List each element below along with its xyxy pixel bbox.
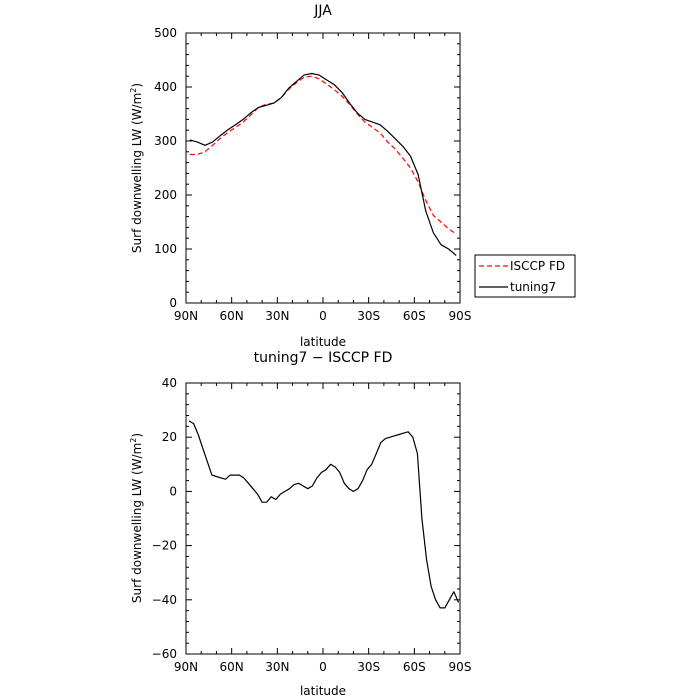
- top-ytick-label: 400: [154, 80, 177, 94]
- bottom-xtick-label: 90N: [174, 660, 198, 674]
- legend-label-tuning7: tuning7: [510, 280, 556, 294]
- top-xtick-label: 30S: [357, 309, 380, 323]
- bottom-xtick-label: 30N: [265, 660, 289, 674]
- bottom-series-lines: [188, 420, 460, 609]
- top-chart-title: JJA: [313, 3, 332, 19]
- top-xtick-label: 60N: [220, 309, 244, 323]
- bottom-ytick-label: 40: [162, 376, 177, 390]
- bottom-panel: tuning7 − ISCCP FD 90N 60N 30N 0 30S 60S 90S −6…: [129, 350, 471, 698]
- legend-label-isccp: ISCCP FD: [510, 259, 565, 273]
- top-xtick-label: 90S: [449, 309, 472, 323]
- bottom-x-axis-label: latitude: [300, 684, 346, 698]
- bottom-xtick-label: 0: [319, 660, 327, 674]
- top-xtick-label: 90N: [174, 309, 198, 323]
- bottom-xtick-label: 90S: [449, 660, 472, 674]
- top-ytick-label: 300: [154, 134, 177, 148]
- bottom-ytick-label: 20: [162, 430, 177, 444]
- top-y-axis-label: Surf downwelling LW (W/m2): [129, 83, 144, 253]
- bottom-ytick-label: 0: [169, 484, 177, 498]
- top-ytick-label: 0: [169, 296, 177, 310]
- bottom-xtick-label: 60S: [403, 660, 426, 674]
- bottom-series-line-diff-0: [188, 420, 460, 609]
- top-axis-ticks: 90N 60N 30N 0 30S 60S 90S 0 100 200 300 400 500: [154, 26, 471, 323]
- top-series-line-tuning7: [189, 72, 457, 256]
- top-xtick-label: 60S: [403, 309, 426, 323]
- bottom-ytick-label: −40: [152, 593, 177, 607]
- top-panel: JJA 90N 60N 30N 0 30S 60S 90S0100200300400500 …: [129, 3, 576, 349]
- legend: ISCCP FD tuning7: [474, 254, 576, 298]
- top-ytick-label: 500: [154, 26, 177, 40]
- top-series-lines: [189, 72, 457, 256]
- bottom-plot-frame: [185, 382, 461, 655]
- legend-box: [474, 254, 576, 298]
- bottom-ytick-label: −20: [152, 539, 177, 553]
- bottom-y-axis-label: Surf downwelling LW (W/m2): [129, 433, 144, 603]
- top-ytick-label: 100: [154, 242, 177, 256]
- bottom-ytick-label: −60: [152, 647, 177, 661]
- bottom-axis-ticks: 90N 60N 30N 0 30S 60S 90S −60 −40 −20 0 20 40: [152, 376, 472, 674]
- top-x-axis-label: latitude: [300, 335, 346, 349]
- top-series-line-isccp-fd: [189, 75, 457, 235]
- top-xtick-label: 30N: [265, 309, 289, 323]
- top-plot-frame: [185, 32, 461, 304]
- top-ytick-label: 200: [154, 188, 177, 202]
- bottom-xtick-label: 60N: [220, 660, 244, 674]
- top-xtick-label: 0: [319, 309, 327, 323]
- bottom-chart-title: tuning7 − ISCCP FD: [254, 350, 393, 366]
- bottom-xtick-label: 30S: [357, 660, 380, 674]
